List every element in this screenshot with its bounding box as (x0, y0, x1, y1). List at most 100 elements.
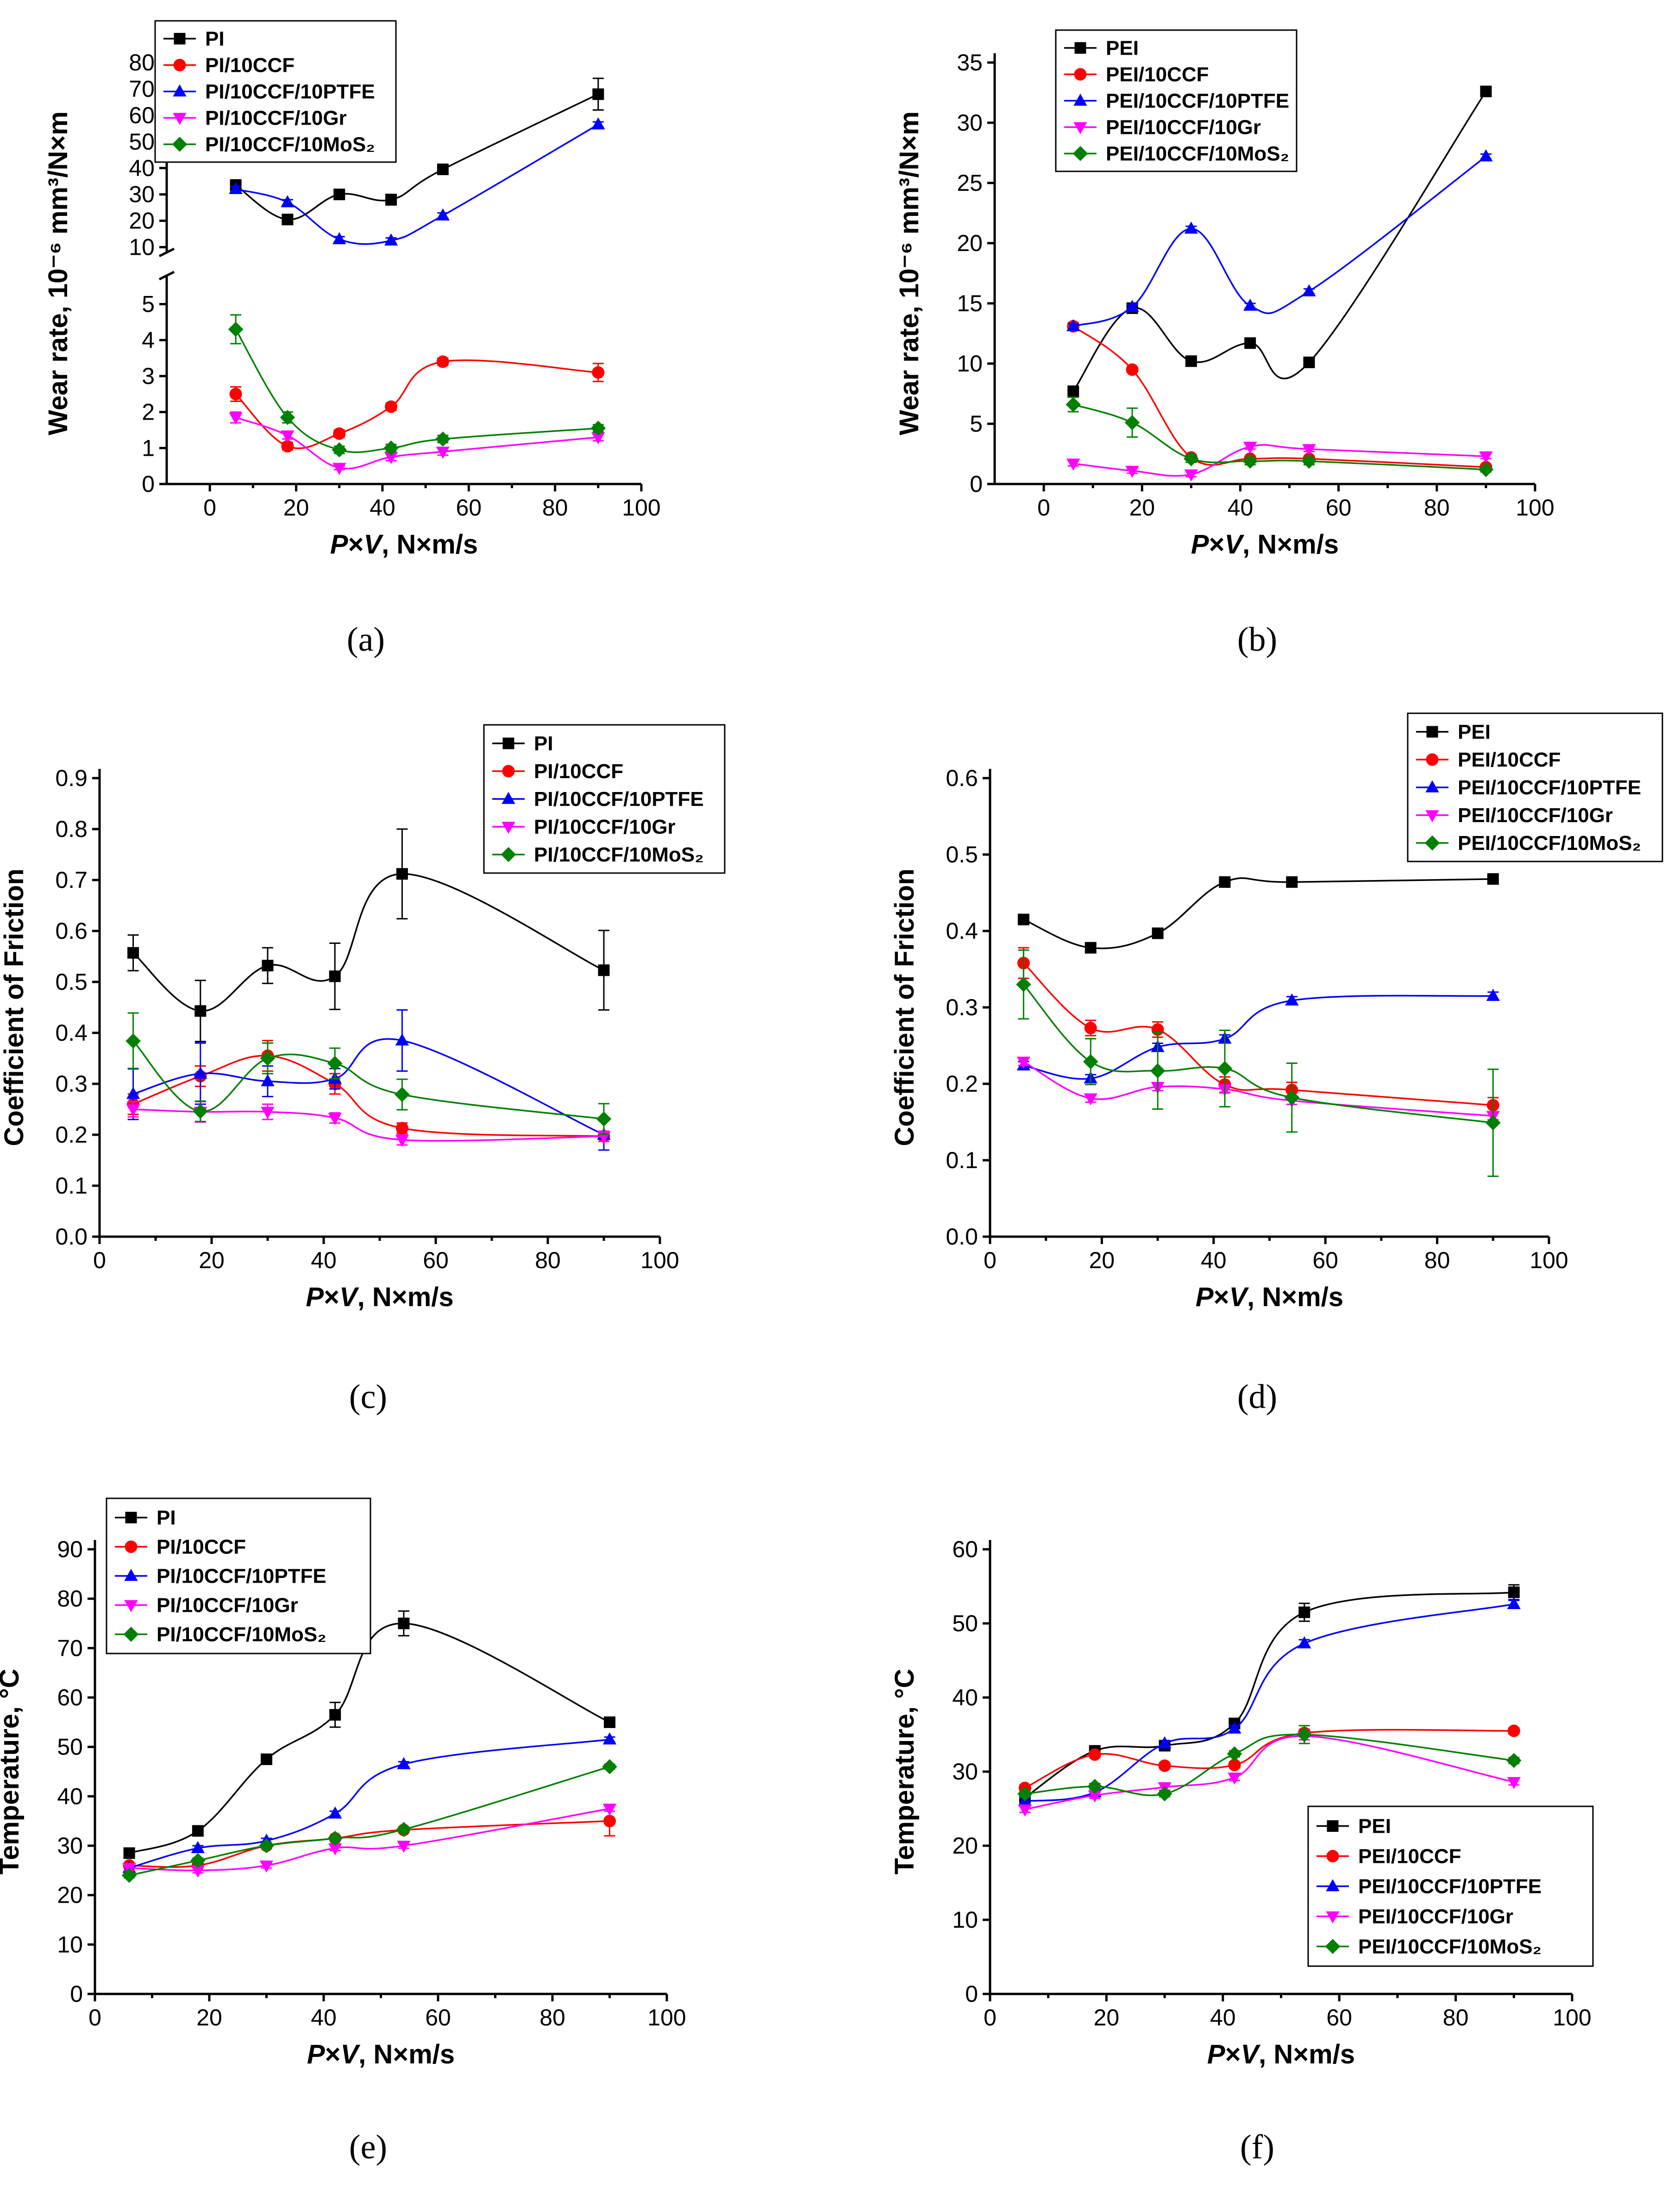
y-tick-label: 0.1 (946, 1147, 978, 1173)
legend-swatch-marker (1425, 810, 1439, 823)
legend-swatch-marker (1326, 1879, 1340, 1892)
legend-swatch-marker (173, 84, 187, 97)
y-tick-label: 0.3 (55, 1071, 88, 1097)
data-point (1185, 355, 1197, 367)
x-tick-label: 80 (1424, 495, 1450, 521)
data-point (1126, 363, 1139, 376)
data-point (435, 431, 451, 447)
data-point (396, 868, 408, 880)
legend-swatch-marker (172, 137, 188, 152)
x-tick-label: 80 (535, 1247, 561, 1273)
legend-entry: PI/10CCF/10PTFE (205, 81, 375, 103)
series-line (1023, 994, 1493, 1080)
y-tick-label: 0.4 (946, 918, 978, 944)
data-point (327, 1830, 343, 1846)
y-tick-label: 0 (142, 471, 155, 497)
legend-entry: PEI/10CCF/10Gr (1106, 116, 1261, 139)
data-point (1302, 284, 1316, 296)
x-label-p: P (1196, 1282, 1214, 1312)
y-tick-label: 30 (57, 1833, 83, 1859)
series-line (1023, 877, 1493, 949)
y-tick-label: 0.0 (946, 1224, 978, 1250)
data-point (1083, 1054, 1098, 1069)
x-label-times: × (1225, 2039, 1241, 2069)
data-point (332, 232, 346, 245)
data-point (194, 1066, 207, 1079)
x-label-times: × (348, 529, 364, 560)
series-4 (228, 314, 606, 458)
chart-panel-d: 0.0 0.1 0.2 0.3 0.4 0.5 0.6 0 20 40 60 80 100 P×V, N×… (890, 712, 1663, 1416)
x-tick-label: 60 (1326, 495, 1352, 521)
series-4 (1016, 949, 1501, 1177)
data-point (1302, 444, 1316, 457)
data-point (1152, 927, 1164, 939)
legend-entry: PEI/10CCF/10PTFE (1358, 1875, 1542, 1898)
legend-entry: PEI/10CCF/10MoS₂ (1458, 832, 1641, 855)
x-label-v: V (1241, 2039, 1260, 2069)
series-2 (229, 117, 605, 246)
data-point (1507, 1777, 1521, 1789)
y-tick-label: 50 (57, 1734, 83, 1760)
data-point (328, 1806, 342, 1819)
x-tick-label: 0 (203, 495, 216, 521)
x-tick-label: 80 (1424, 1247, 1450, 1273)
legend-entry: PEI/10CCF/10MoS₂ (1358, 1936, 1542, 1958)
data-point (1087, 1779, 1103, 1794)
y-tick-label: 60 (57, 1685, 83, 1710)
legend-entry: PI/10CCF/10MoS₂ (534, 843, 704, 866)
x-tick-label: 40 (1210, 2005, 1236, 2031)
data-point (125, 1033, 141, 1049)
x-tick-label: 80 (1443, 2005, 1469, 2031)
x-label-times: × (1209, 529, 1225, 560)
x-tick-label: 100 (640, 1247, 679, 1273)
legend-swatch-marker (1072, 146, 1088, 161)
data-point (398, 1617, 410, 1629)
y-tick-label: 40 (129, 155, 155, 181)
data-point (261, 1107, 275, 1119)
x-tick-label: 80 (542, 495, 568, 521)
x-tick-label: 60 (425, 2005, 451, 2031)
x-label-p: P (1207, 2039, 1225, 2069)
x-tick-label: 20 (283, 495, 309, 521)
y-tick-label: 0 (70, 1981, 83, 2007)
data-point (281, 195, 295, 207)
data-point (123, 1847, 135, 1859)
y-tick-label: 5 (970, 411, 983, 437)
data-point (1125, 300, 1139, 312)
panel-letter: (a) (347, 621, 385, 659)
legend-swatch-marker (174, 33, 186, 44)
data-point (1016, 1056, 1031, 1069)
series-1 (1017, 947, 1499, 1114)
y-axis-label: Wear rate, 10⁻⁶ mm³/N×m (894, 111, 924, 435)
legend-swatch-marker (1327, 1820, 1339, 1832)
series-4 (1017, 1725, 1522, 1802)
series-0 (123, 1610, 615, 1859)
series-2 (1066, 149, 1493, 332)
data-point (1184, 451, 1199, 466)
legend-frame (106, 1497, 371, 1654)
legend-entry: PI/10CCF/10Gr (157, 1594, 298, 1617)
data-point (1303, 356, 1315, 368)
y-tick-label: 80 (57, 1586, 83, 1612)
data-point (385, 400, 398, 413)
data-point (1184, 469, 1198, 482)
legend-entry: PEI/10CCF/10PTFE (1106, 90, 1289, 113)
data-point (1219, 876, 1231, 888)
data-point (396, 1822, 412, 1837)
data-point (1487, 873, 1499, 885)
panel-letter: (d) (1237, 1378, 1277, 1416)
legend-entry: PI/10CCF/10PTFE (534, 788, 704, 811)
x-label-unit: , N×m/s (382, 529, 478, 560)
data-point (1088, 1748, 1101, 1761)
data-point (385, 194, 397, 206)
y-tick-label: 0.3 (946, 994, 978, 1020)
y-tick-label: 0.5 (55, 969, 88, 995)
legend: PI PI/10CCF PI/10CCF/10PTFE PI/10CCF/10Gr PI… (154, 20, 397, 163)
y-tick-label: 0.2 (946, 1071, 978, 1097)
legend-entry: PI/10CCF (157, 1536, 246, 1559)
x-label-times: × (1214, 1282, 1229, 1312)
data-point (192, 1825, 204, 1837)
legend-entry: PEI/10CCF/10Gr (1358, 1905, 1513, 1928)
data-point (280, 409, 295, 425)
data-point (395, 1122, 408, 1135)
